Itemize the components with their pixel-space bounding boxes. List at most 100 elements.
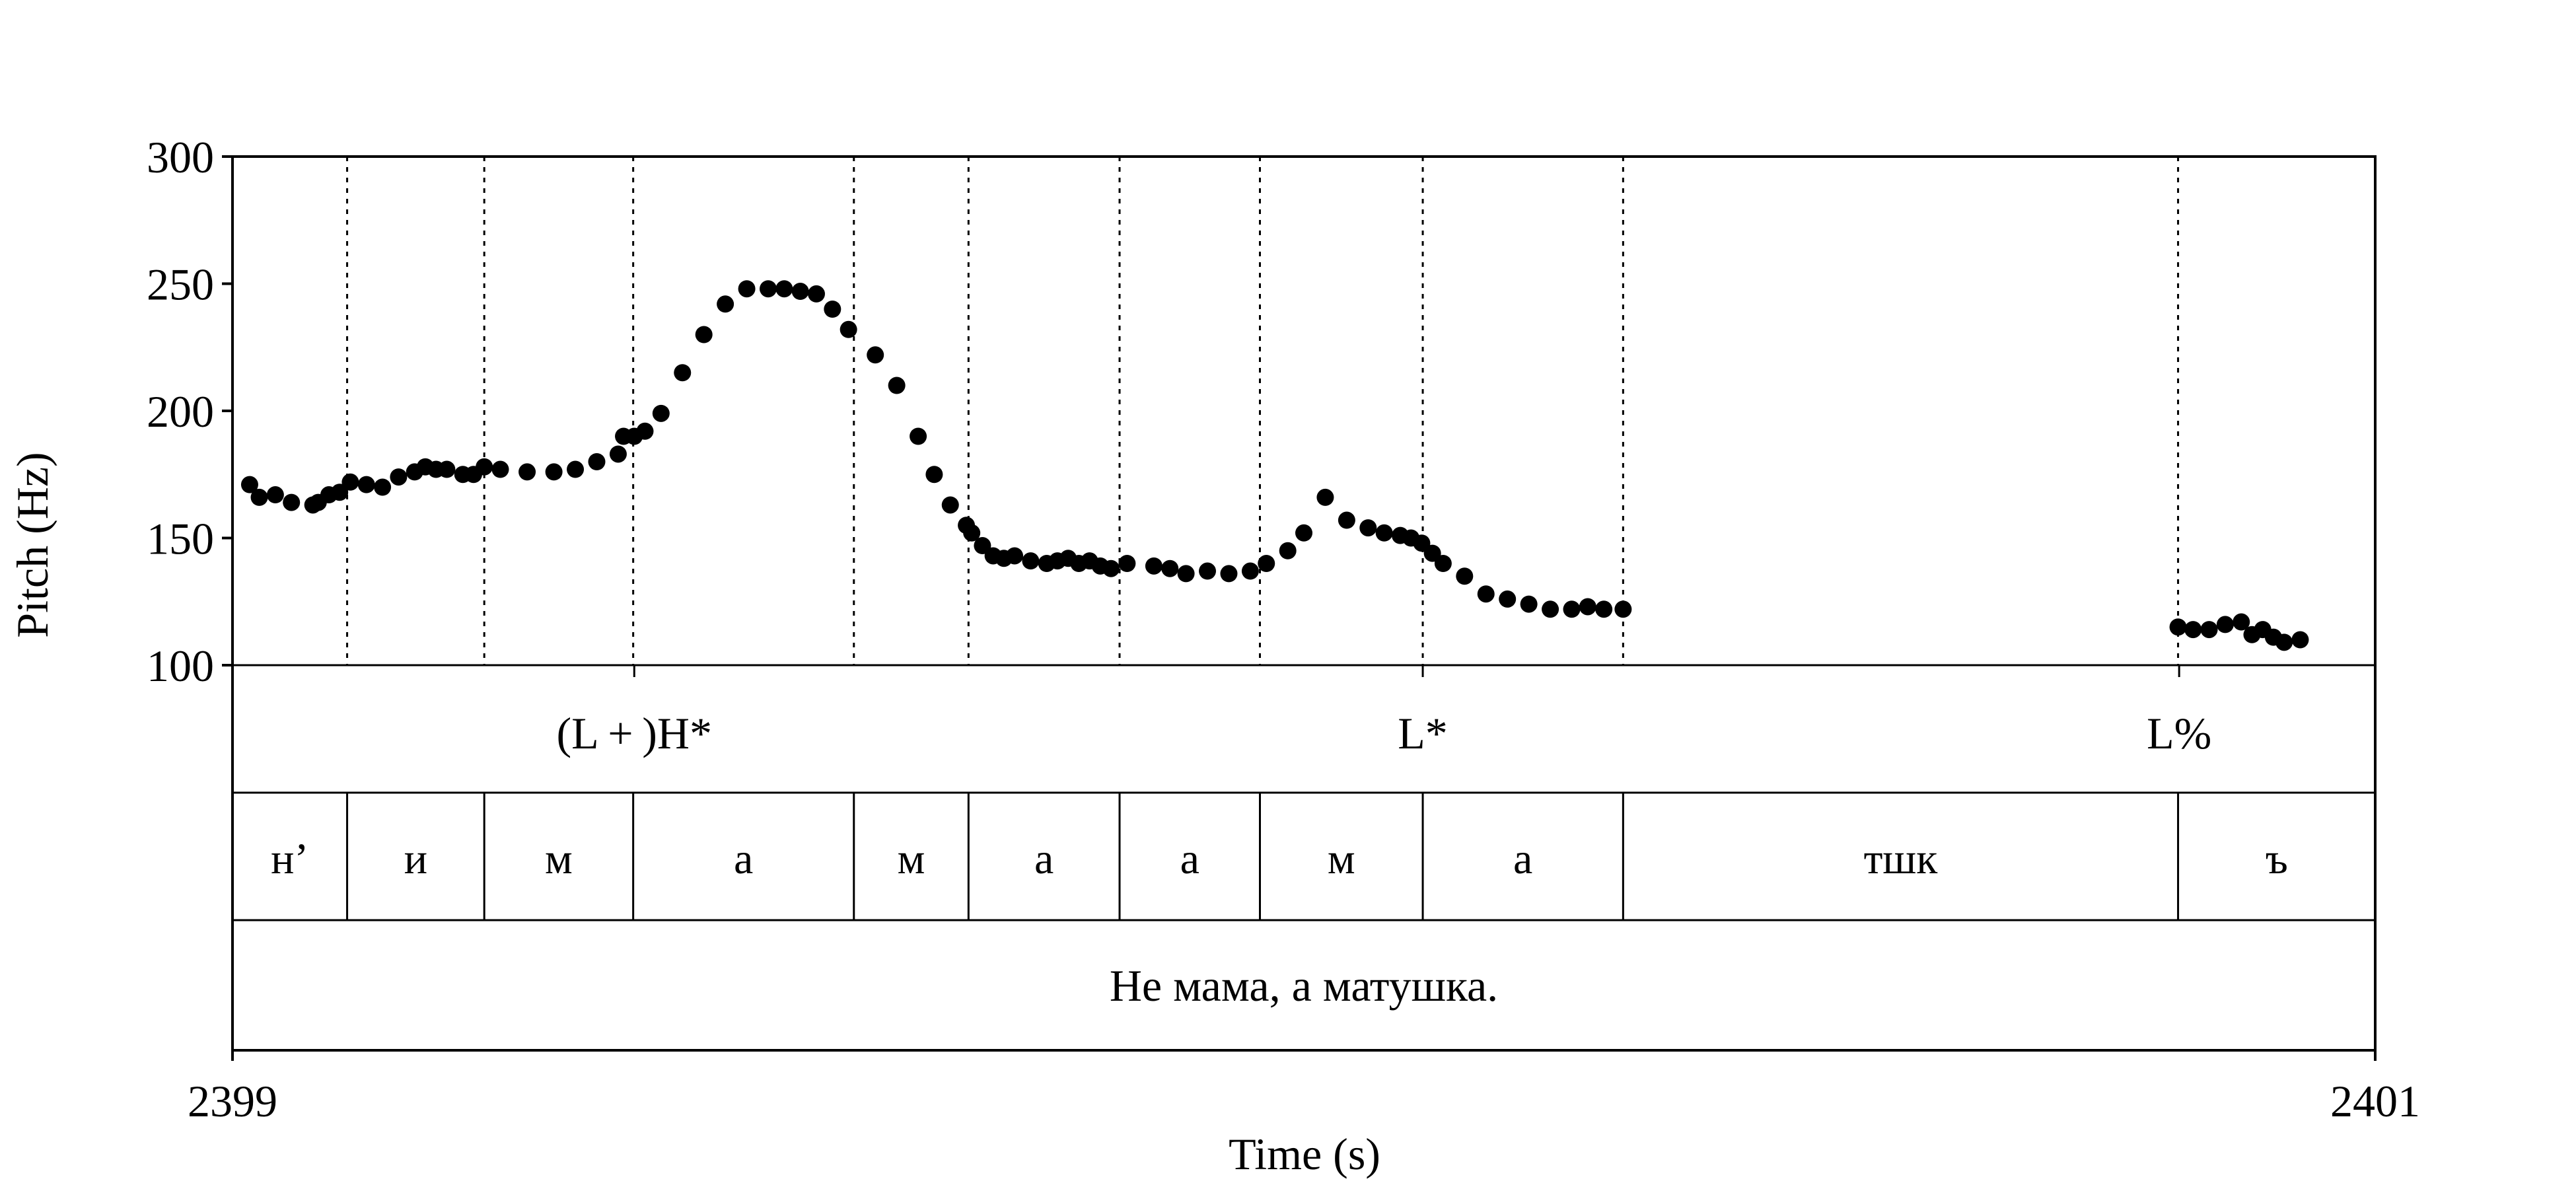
- pitch-point: [867, 346, 884, 364]
- y-axis-label: Pitch (Hz): [7, 452, 57, 637]
- pitch-point: [807, 285, 825, 303]
- pitch-point: [1338, 511, 1355, 529]
- pitch-point: [1614, 600, 1632, 618]
- pitch-point: [2184, 621, 2202, 639]
- pitch-point: [438, 460, 456, 478]
- pitch-point: [1145, 557, 1163, 575]
- pitch-point: [1316, 488, 1334, 506]
- pitch-point: [1241, 562, 1259, 580]
- pitch-point: [609, 445, 627, 463]
- segment-label: и: [404, 835, 427, 883]
- x-axis-label: Time (s): [1229, 1129, 1380, 1179]
- plot-frame: [231, 155, 2377, 1052]
- segment-label: а: [1180, 835, 1199, 883]
- pitch-point: [331, 484, 349, 501]
- pitch-point: [1542, 600, 1559, 618]
- pitch-point: [1579, 598, 1596, 616]
- pitch-point: [545, 463, 563, 481]
- pitch-point: [1006, 547, 1024, 565]
- frame-border: [231, 155, 2377, 1052]
- pitch-point: [1161, 559, 1179, 577]
- pitch-point: [491, 460, 509, 478]
- pitch-point: [652, 404, 670, 422]
- pitch-point: [374, 478, 392, 496]
- x-tick-label: 2401: [2330, 1076, 2420, 1126]
- y-tick-label: 100: [147, 641, 214, 691]
- pitch-point: [941, 496, 959, 514]
- segment-label: ъ: [2266, 835, 2288, 883]
- pitch-point: [240, 476, 258, 493]
- pitch-point: [1102, 559, 1120, 577]
- pitch-point: [1220, 565, 1238, 583]
- pitch-point: [476, 458, 493, 476]
- pitch-point: [266, 486, 284, 504]
- pitch-point: [2200, 621, 2218, 639]
- pitch-point: [1258, 555, 1275, 572]
- pitch-point: [341, 473, 359, 491]
- x-tick-label: 2399: [188, 1076, 277, 1126]
- pitch-point: [390, 468, 408, 486]
- y-tick-label: 250: [147, 260, 214, 310]
- pitch-point: [1199, 562, 1217, 580]
- pitch-point: [888, 377, 906, 394]
- pitch-point: [963, 524, 981, 542]
- y-tick-label: 300: [147, 132, 214, 182]
- pitch-point: [775, 280, 793, 298]
- pitch-point: [1375, 524, 1393, 542]
- pitch-point: [2275, 633, 2293, 651]
- segment-boundary-lines: [346, 157, 2180, 665]
- pitch-point: [738, 280, 756, 298]
- pitch-point: [567, 460, 585, 478]
- pitch-point: [2216, 616, 2234, 633]
- pitch-point: [840, 320, 857, 338]
- pitch-point: [1456, 567, 1474, 585]
- segment-label: м: [1328, 835, 1355, 883]
- pitch-point: [636, 422, 654, 440]
- annotation-tiers: (L + )H* L* L% н’ и м а м а а м а тшк ъ Не мама, а мат…: [271, 665, 2288, 1011]
- pitch-point: [717, 295, 734, 313]
- segment-label: тшк: [1864, 835, 1939, 883]
- pitch-point: [1177, 565, 1195, 583]
- pitch-point: [974, 537, 991, 555]
- tone-label: L*: [1398, 708, 1448, 758]
- segment-label: а: [1513, 835, 1532, 883]
- sentence-label: Не мама, а матушка.: [1110, 960, 1498, 1011]
- pitch-point: [1279, 542, 1297, 559]
- pitch-contour: [240, 280, 2309, 651]
- segment-label: н’: [271, 835, 308, 883]
- pitch-point: [1295, 524, 1312, 542]
- pitch-point: [357, 476, 375, 493]
- pitch-point: [250, 488, 268, 506]
- pitch-point: [588, 453, 606, 470]
- axes: 100 150 200 250 300 2399 2401: [147, 132, 2420, 1126]
- y-tick-label: 150: [147, 514, 214, 564]
- tone-label: L%: [2147, 708, 2211, 758]
- pitch-point: [1595, 600, 1613, 618]
- pitch-point: [824, 301, 841, 318]
- pitch-point: [1423, 544, 1441, 562]
- segment-label: м: [545, 835, 573, 883]
- pitch-point: [695, 326, 713, 343]
- tone-label: (L + )H*: [556, 708, 712, 758]
- pitch-point: [1563, 600, 1581, 618]
- pitch-point: [910, 427, 927, 445]
- pitch-point: [283, 493, 301, 511]
- pitch-point: [1022, 552, 1040, 570]
- pitch-point: [791, 283, 809, 301]
- pitch-point: [1359, 519, 1377, 537]
- pitch-point: [2233, 613, 2250, 631]
- pitch-point: [2291, 631, 2309, 649]
- pitch-point: [2169, 618, 2187, 636]
- pitch-point: [1413, 534, 1431, 552]
- pitch-point: [1434, 555, 1452, 572]
- pitch-point: [519, 463, 536, 481]
- pitch-point: [1499, 590, 1517, 608]
- y-tick-label: 200: [147, 386, 214, 437]
- segment-label: а: [734, 835, 753, 883]
- segment-label: а: [1034, 835, 1054, 883]
- pitch-point: [1477, 585, 1495, 603]
- pitch-point: [1520, 595, 1538, 613]
- pitch-point: [760, 280, 777, 298]
- segment-label: м: [898, 835, 925, 883]
